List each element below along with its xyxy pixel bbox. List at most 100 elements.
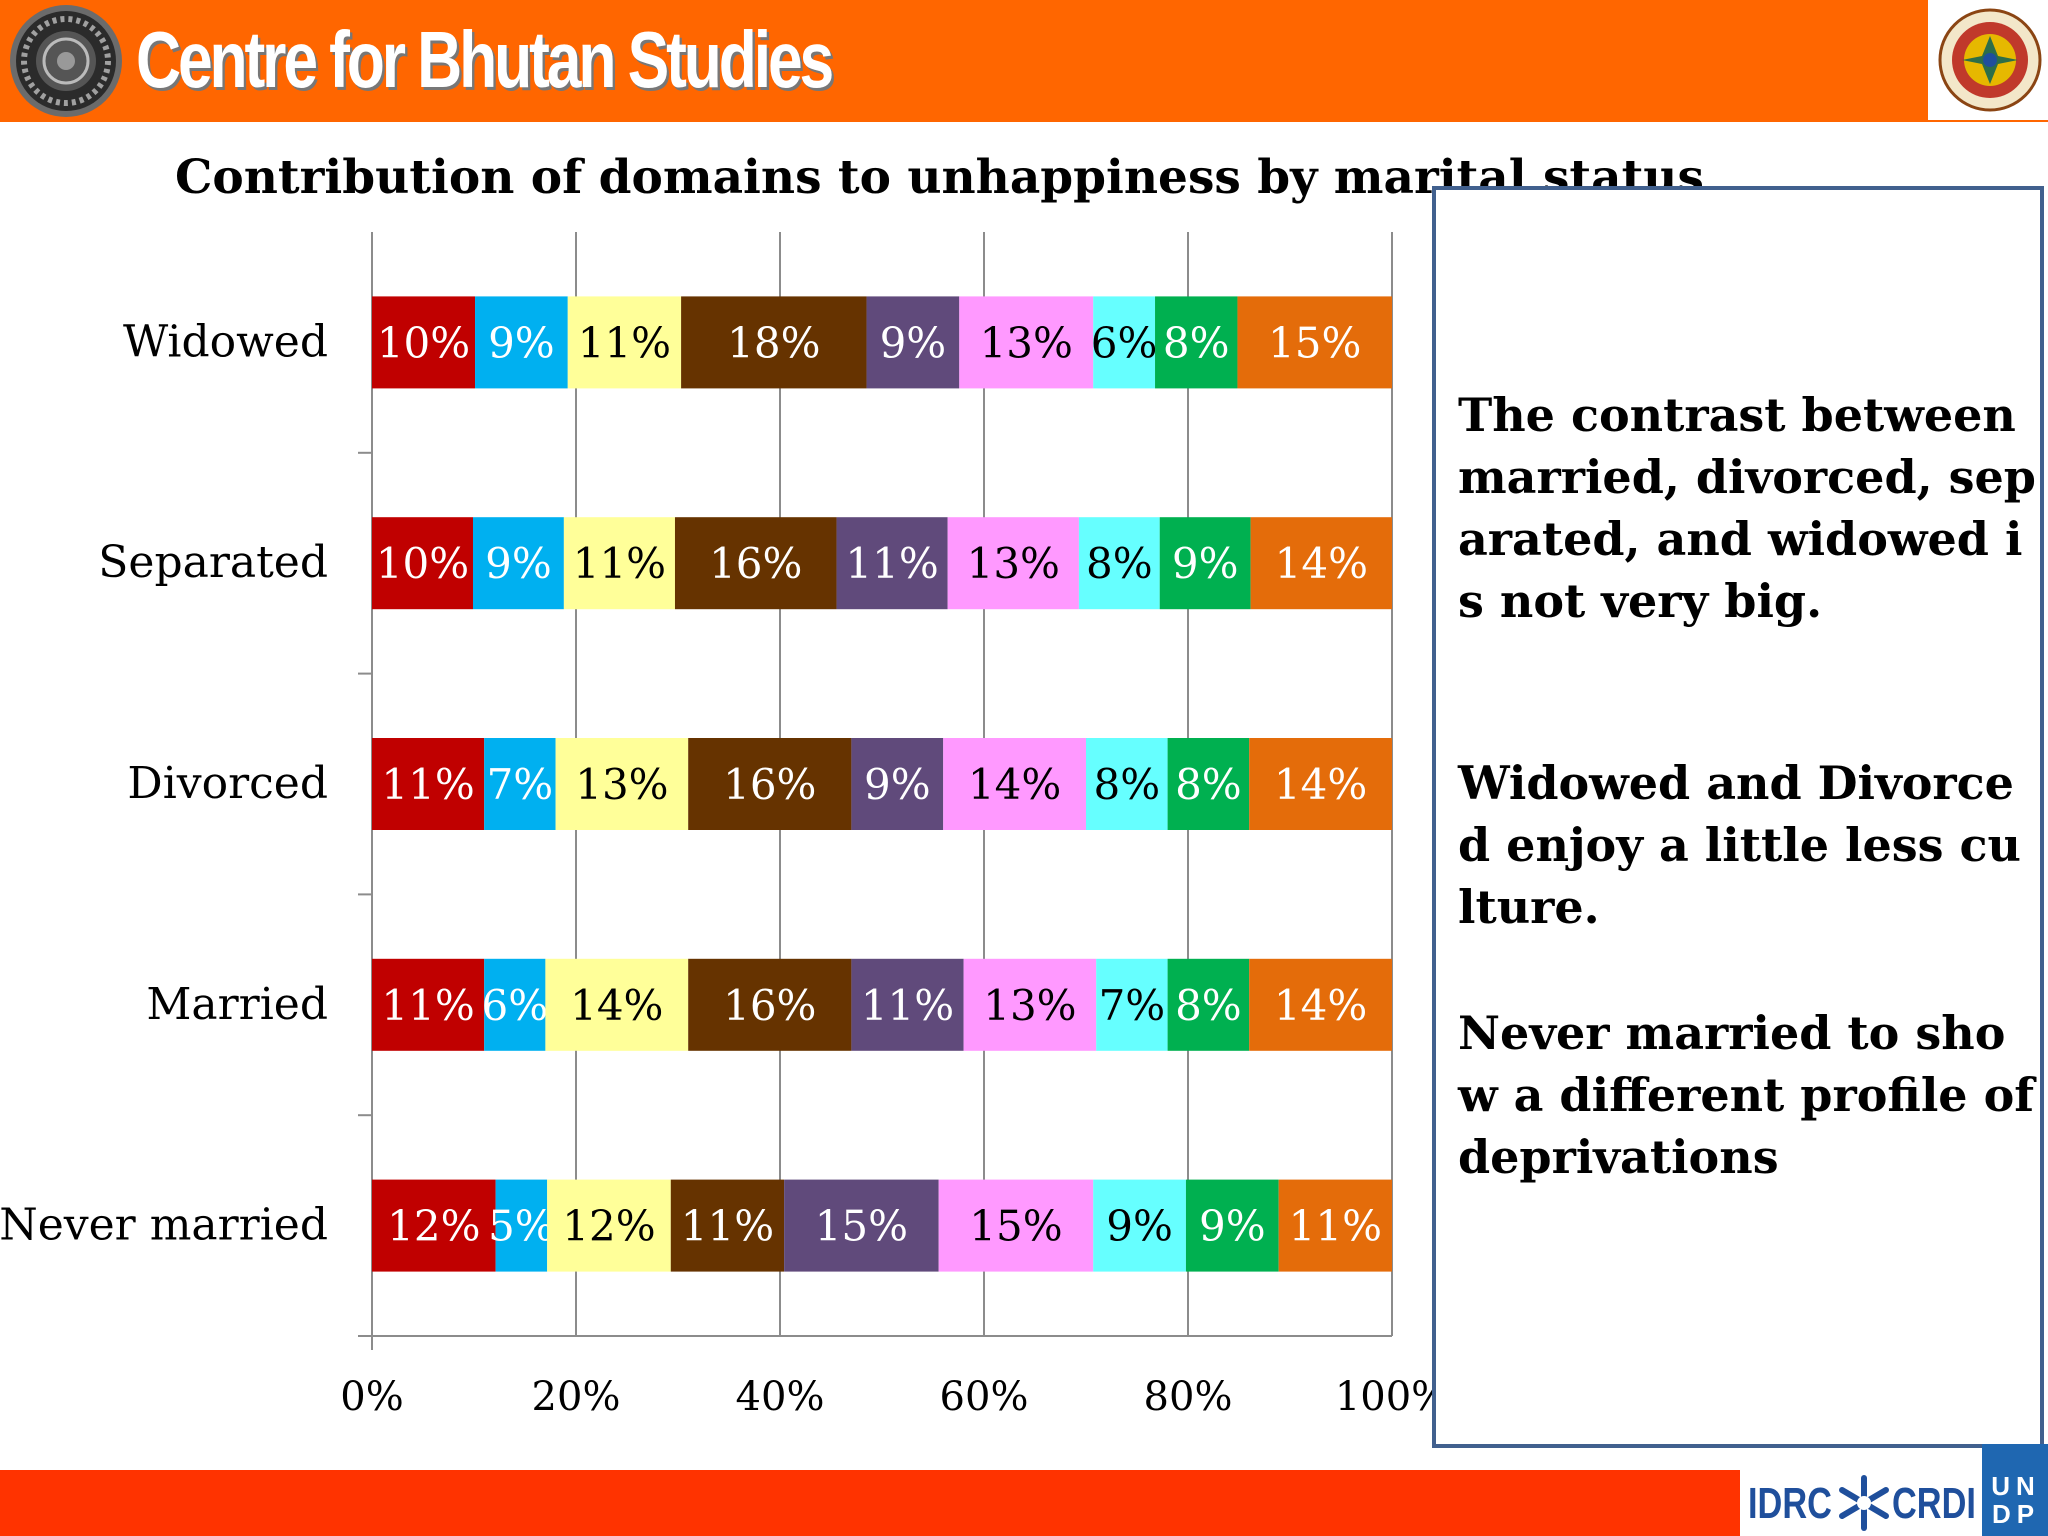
data-label: 8% — [1175, 981, 1242, 1030]
data-label: 18% — [727, 318, 820, 367]
bar-segment — [372, 517, 473, 610]
data-label: 7% — [487, 760, 554, 809]
bar-segment — [1093, 1179, 1186, 1272]
data-label: 8% — [1175, 760, 1242, 809]
bar-segment — [1093, 296, 1156, 389]
data-label: 9% — [880, 318, 947, 367]
dharma-wheel-logo-icon — [10, 5, 122, 117]
idrc-logo: IDRC — [1748, 1479, 1832, 1528]
data-label: 16% — [709, 539, 802, 588]
data-label: 15% — [1268, 318, 1361, 367]
bar-segment — [1096, 958, 1168, 1051]
bar-segment — [1249, 738, 1392, 830]
data-label: 11% — [1289, 1202, 1382, 1251]
bar-segment — [963, 958, 1097, 1051]
data-label: 11% — [861, 981, 954, 1030]
data-label: 11% — [845, 539, 938, 588]
bar-segment — [943, 738, 1086, 830]
bar-segment — [851, 738, 944, 830]
bar-segment — [567, 296, 682, 389]
bar-segment — [484, 958, 546, 1051]
bar-segment — [563, 517, 675, 610]
bar-segment — [681, 296, 867, 389]
data-label: 11% — [578, 318, 671, 367]
bar-segment — [784, 1179, 939, 1272]
data-label: 15% — [815, 1202, 908, 1251]
x-tick-label: 40% — [736, 1374, 825, 1420]
category-label: Widowed — [123, 316, 328, 367]
bar-segment — [372, 1179, 496, 1272]
bar-segment — [938, 1179, 1094, 1272]
category-label: Married — [146, 979, 328, 1030]
bar-segment — [1167, 958, 1250, 1051]
data-label: 13% — [980, 318, 1073, 367]
note-contrast: The contrast between married, divorced, … — [1458, 388, 2036, 628]
data-label: 10% — [377, 318, 470, 367]
bar-segment — [495, 1179, 548, 1272]
bar-segment — [475, 296, 568, 389]
undp-line-1: UN — [1991, 1471, 2041, 1501]
bar-segment — [670, 1179, 785, 1272]
data-label: 8% — [1093, 760, 1160, 809]
data-label: 9% — [1172, 539, 1239, 588]
bar-segment — [484, 738, 556, 830]
x-tick-label: 100% — [1335, 1374, 1432, 1420]
data-label: 12% — [562, 1202, 655, 1251]
data-label: 14% — [1274, 760, 1367, 809]
stacked-bar-chart: 0% 20% 40% 60% 80% 100% Widowed 10% 9% 11% 18% 9% 13… — [0, 232, 1432, 1420]
bar-segment — [372, 958, 485, 1051]
data-label: 5% — [488, 1202, 555, 1251]
data-label: 6% — [1091, 318, 1158, 367]
data-label: 9% — [485, 539, 552, 588]
data-label: 6% — [481, 981, 548, 1030]
undp-logo — [1982, 1444, 2048, 1536]
bar-segment — [1250, 517, 1392, 610]
bar-segment — [555, 738, 689, 830]
bar-segment — [1237, 296, 1392, 389]
data-label: 7% — [1099, 981, 1166, 1030]
category-label: Separated — [98, 537, 328, 588]
bar-segment — [1155, 296, 1238, 389]
undp-logo-text: UN DP — [1986, 1472, 2046, 1528]
bar-segment — [1167, 738, 1250, 830]
data-label: 16% — [723, 760, 816, 809]
bar-segment — [372, 296, 476, 389]
data-label: 8% — [1086, 539, 1153, 588]
data-label: 13% — [967, 539, 1060, 588]
bar-segment — [547, 1179, 671, 1272]
data-label: 14% — [570, 981, 663, 1030]
note-never-married: Never married to show a different profil… — [1458, 1006, 2035, 1184]
data-label: 16% — [723, 981, 816, 1030]
bar-segment — [545, 958, 689, 1051]
notes-panel: The contrast between married, divorced, … — [1432, 186, 2044, 1448]
data-label: 11% — [381, 760, 474, 809]
data-label: 10% — [376, 539, 469, 588]
data-label: 11% — [573, 539, 666, 588]
bar-segment — [866, 296, 960, 389]
data-label: 14% — [1274, 981, 1367, 1030]
bar-segment — [688, 738, 852, 830]
data-label: 9% — [1199, 1202, 1266, 1251]
note-culture: Widowed and Divorced enjoy a little less… — [1458, 756, 2021, 934]
bar-segment — [688, 958, 852, 1051]
bar-segment — [1078, 517, 1160, 610]
category-label: Never married — [0, 1200, 328, 1251]
bar-segment — [1159, 517, 1251, 610]
bar-segment — [836, 517, 948, 610]
data-label: 9% — [1106, 1202, 1173, 1251]
data-label: 12% — [387, 1202, 480, 1251]
x-tick-label: 60% — [940, 1374, 1029, 1420]
data-label: 9% — [864, 760, 931, 809]
bar-segment — [674, 517, 837, 610]
data-label: 11% — [681, 1202, 774, 1251]
data-label: 15% — [969, 1202, 1062, 1251]
idrc-star-icon — [1839, 1475, 1889, 1531]
footer-banner — [0, 1470, 2048, 1536]
bar-segment — [1278, 1179, 1392, 1272]
x-tick-label: 0% — [340, 1374, 403, 1420]
bar-segment — [1249, 958, 1392, 1051]
data-label: 13% — [575, 760, 668, 809]
data-label: 9% — [488, 318, 555, 367]
bar-segment — [372, 738, 485, 830]
emblem-box — [1928, 0, 2048, 120]
